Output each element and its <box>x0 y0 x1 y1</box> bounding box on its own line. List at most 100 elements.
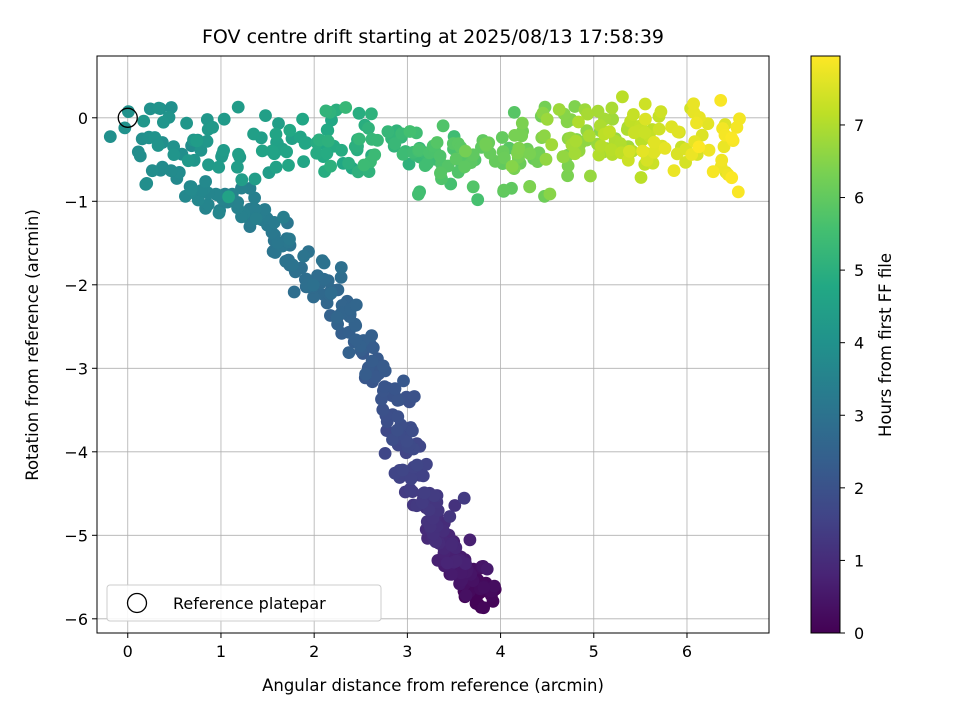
x-axis-ticks: 0 1 2 3 4 5 6 <box>123 633 692 661</box>
data-point <box>603 125 616 138</box>
data-point <box>297 155 310 169</box>
data-point <box>376 403 390 417</box>
colorbar-tick-label: 1 <box>854 551 864 570</box>
legend-marker <box>126 592 148 614</box>
data-point <box>352 132 366 146</box>
data-point <box>459 589 473 602</box>
data-point <box>616 90 629 104</box>
data-point <box>249 212 263 226</box>
data-point <box>440 556 454 570</box>
data-point <box>543 187 557 201</box>
data-point <box>199 175 213 188</box>
data-point <box>623 144 636 158</box>
data-point <box>298 137 312 150</box>
data-point <box>404 472 418 486</box>
colorbar-tick-label: 6 <box>854 189 864 208</box>
data-point <box>523 180 537 194</box>
data-point <box>279 254 293 268</box>
data-point <box>671 125 685 139</box>
data-point <box>365 354 379 368</box>
data-point <box>581 107 594 121</box>
data-point <box>255 144 269 158</box>
data-point <box>231 100 245 114</box>
data-point <box>265 144 279 158</box>
data-point <box>201 198 215 212</box>
data-point <box>407 390 421 403</box>
data-point <box>540 112 554 126</box>
data-point <box>217 112 231 126</box>
data-point <box>184 183 198 196</box>
data-point <box>406 424 419 438</box>
data-point <box>280 145 293 159</box>
data-point <box>403 482 417 496</box>
data-point <box>639 112 652 126</box>
data-point <box>248 191 261 205</box>
data-point <box>433 149 447 163</box>
data-point <box>434 166 447 180</box>
data-point <box>403 125 417 138</box>
data-point <box>448 499 462 512</box>
y-tick-label: −6 <box>64 610 88 629</box>
data-point <box>731 185 745 199</box>
data-point <box>538 129 551 143</box>
data-point <box>415 496 429 510</box>
data-point <box>258 203 272 216</box>
y-tick-label: −5 <box>64 526 88 545</box>
data-point <box>307 290 320 304</box>
data-point <box>222 190 236 204</box>
data-point <box>568 100 582 113</box>
data-point <box>458 160 471 174</box>
data-point <box>654 105 668 118</box>
data-point <box>212 160 226 174</box>
data-point <box>365 107 378 121</box>
data-point <box>390 423 404 437</box>
data-point <box>477 601 490 615</box>
data-point <box>140 177 154 190</box>
data-point <box>151 139 165 152</box>
data-point <box>359 367 372 381</box>
data-point <box>335 143 348 157</box>
data-point <box>164 164 178 178</box>
data-point <box>287 285 301 299</box>
y-axis-label: Rotation from reference (arcmin) <box>23 209 42 481</box>
legend-entry: Reference platepar <box>173 594 326 613</box>
x-tick-label: 1 <box>216 642 226 661</box>
colorbar-label: Hours from first FF file <box>876 253 895 437</box>
data-point <box>310 146 324 160</box>
data-point <box>378 380 391 394</box>
x-tick-label: 6 <box>682 642 692 661</box>
data-point <box>402 157 416 171</box>
data-point <box>667 164 681 178</box>
y-tick-label: −2 <box>64 276 88 295</box>
data-point <box>164 101 178 114</box>
data-point <box>202 158 215 172</box>
data-point <box>552 103 566 116</box>
data-point <box>247 127 260 141</box>
colorbar-gradient <box>811 56 840 633</box>
data-point <box>339 101 353 114</box>
data-point <box>212 206 226 220</box>
data-point <box>321 123 335 137</box>
data-point <box>231 160 244 174</box>
data-point <box>497 183 511 197</box>
y-tick-label: −1 <box>64 192 88 211</box>
data-point <box>378 447 392 460</box>
data-point <box>523 147 537 161</box>
data-point <box>396 147 410 161</box>
x-axis-label: Angular distance from reference (arcmin) <box>262 676 604 695</box>
data-point <box>381 125 395 138</box>
data-point <box>445 568 458 581</box>
colorbar-frame <box>810 55 841 634</box>
data-point <box>296 112 309 126</box>
data-point <box>368 148 382 162</box>
data-point <box>388 137 402 151</box>
data-point <box>634 171 648 184</box>
colorbar-tick-label: 5 <box>854 261 864 280</box>
data-point <box>717 140 731 154</box>
data-point <box>714 94 728 107</box>
data-point <box>391 393 404 407</box>
data-point <box>466 180 480 194</box>
data-point <box>505 160 519 173</box>
data-point <box>687 97 700 111</box>
